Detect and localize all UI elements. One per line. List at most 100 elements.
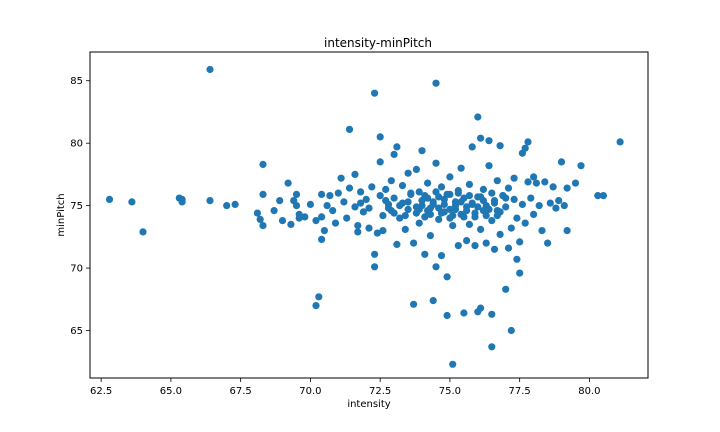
data-point — [415, 219, 423, 227]
data-point — [532, 179, 541, 187]
data-point — [482, 239, 490, 247]
data-point — [354, 228, 362, 236]
data-point — [429, 297, 437, 305]
data-point — [468, 143, 476, 151]
data-point — [396, 214, 404, 222]
data-point — [357, 199, 365, 207]
y-tick-label: 80 — [70, 139, 83, 150]
data-point — [206, 197, 214, 205]
data-point — [418, 147, 426, 155]
data-point — [390, 194, 398, 202]
data-point — [320, 227, 328, 235]
data-point — [555, 197, 563, 205]
data-point — [460, 309, 468, 317]
data-point — [432, 159, 440, 167]
data-point — [351, 170, 359, 178]
data-point — [451, 202, 460, 210]
data-point — [446, 173, 454, 181]
data-point — [563, 184, 571, 192]
data-point — [437, 183, 446, 191]
data-point — [371, 263, 379, 271]
data-point — [424, 179, 432, 187]
data-point — [471, 209, 479, 217]
data-point — [318, 235, 326, 243]
data-point — [404, 198, 412, 206]
data-point — [343, 214, 351, 222]
data-point — [499, 192, 507, 200]
data-point — [449, 222, 457, 230]
y-tick-label: 70 — [70, 264, 83, 275]
data-point — [432, 188, 440, 196]
data-point — [530, 210, 538, 218]
data-point — [490, 199, 499, 207]
data-point — [415, 188, 423, 196]
data-point — [284, 179, 292, 187]
y-tick-label: 65 — [70, 326, 83, 337]
data-point — [404, 169, 412, 177]
x-tick-label: 67.5 — [230, 386, 252, 397]
data-point — [485, 137, 493, 145]
data-point — [312, 302, 320, 310]
data-point — [306, 200, 314, 208]
data-point — [318, 190, 326, 198]
x-tick-label: 72.5 — [369, 386, 391, 397]
data-point — [382, 197, 390, 205]
data-point — [527, 194, 535, 202]
data-point — [384, 204, 393, 212]
data-point — [315, 293, 323, 301]
data-point — [379, 227, 387, 235]
data-point — [345, 184, 354, 192]
x-tick-label: 77.5 — [509, 386, 531, 397]
data-point — [507, 224, 515, 232]
data-point — [412, 165, 420, 173]
data-point — [410, 239, 418, 247]
data-point — [365, 224, 373, 232]
data-point — [393, 240, 401, 248]
y-axis: 65 70 75 80 85 — [70, 76, 90, 337]
x-tick-label: 62.5 — [90, 386, 112, 397]
data-point — [571, 179, 580, 187]
data-point — [471, 242, 479, 250]
data-point — [362, 195, 370, 203]
data-point — [496, 230, 504, 238]
data-point — [477, 134, 485, 142]
data-point — [292, 190, 301, 198]
data-point — [256, 215, 264, 223]
data-point — [552, 204, 560, 212]
data-point — [323, 202, 331, 210]
data-point — [474, 113, 482, 121]
data-point — [546, 199, 554, 207]
data-point — [329, 207, 337, 215]
data-point — [407, 189, 415, 197]
data-point — [507, 326, 515, 335]
data-point — [382, 185, 390, 193]
data-point — [544, 239, 552, 247]
data-point — [457, 198, 465, 206]
data-point — [415, 205, 423, 213]
data-point — [493, 207, 501, 215]
data-point — [518, 200, 527, 208]
data-point — [139, 228, 147, 236]
data-point — [477, 304, 485, 312]
x-axis-label: intensity — [347, 399, 390, 410]
data-point — [354, 222, 362, 230]
x-tick-label: 75.0 — [439, 386, 461, 397]
data-point — [454, 242, 462, 250]
data-point — [504, 244, 513, 252]
data-point — [351, 203, 359, 211]
data-point — [365, 204, 373, 212]
data-point — [337, 174, 345, 182]
data-point — [510, 174, 518, 182]
data-point — [231, 200, 239, 208]
data-point — [359, 208, 367, 216]
data-point — [253, 209, 261, 217]
data-point — [460, 213, 468, 221]
data-point — [223, 202, 231, 210]
data-point — [457, 164, 465, 172]
data-point — [538, 227, 546, 235]
data-point — [521, 219, 529, 227]
data-point — [449, 212, 457, 220]
data-point — [577, 162, 585, 170]
data-point — [259, 190, 267, 198]
